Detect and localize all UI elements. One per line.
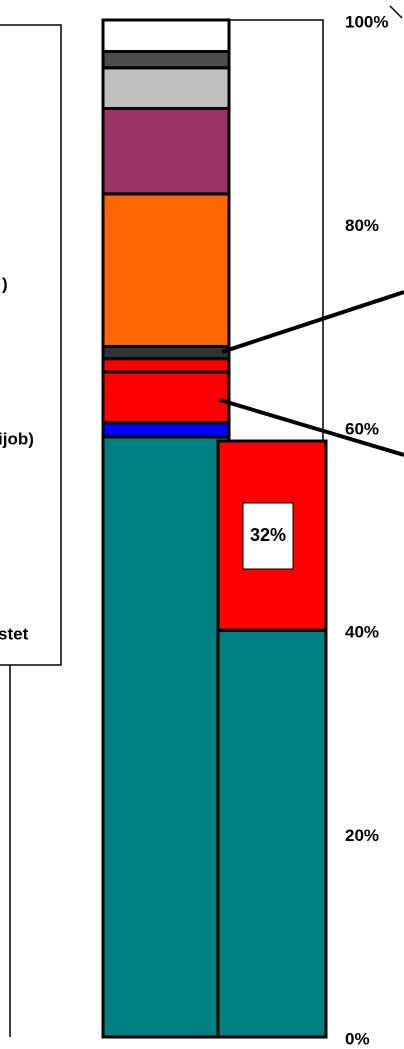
bar-segment (101, 18, 231, 54)
y-tick-label: 80% (345, 216, 379, 235)
y-tick-label: 0% (345, 1029, 370, 1048)
y-tick-label: 20% (345, 826, 379, 845)
bar-segment (101, 344, 231, 361)
annotation: 32% (250, 525, 286, 545)
legend-box (0, 24, 62, 666)
legend-text: stet (0, 624, 29, 643)
leader-line (221, 290, 404, 354)
bar-segment (101, 50, 231, 70)
bar-segment (101, 106, 231, 196)
bar-segment (101, 357, 231, 374)
y-tick-label: 60% (345, 419, 379, 438)
bar-segment (216, 628, 328, 1039)
annotation-box (242, 502, 294, 570)
legend-text: ) (2, 274, 8, 293)
bar-segment (101, 370, 231, 425)
bar-segment (101, 192, 231, 348)
leader-line (389, 5, 403, 19)
bar-segment (101, 66, 231, 110)
y-tick-label: 100% (345, 12, 388, 31)
bar-segment (101, 421, 231, 439)
bar-segment (101, 435, 231, 1039)
y-tick-label: 40% (345, 623, 379, 642)
leader-line (219, 398, 404, 457)
legend-text: ijob) (0, 429, 34, 448)
